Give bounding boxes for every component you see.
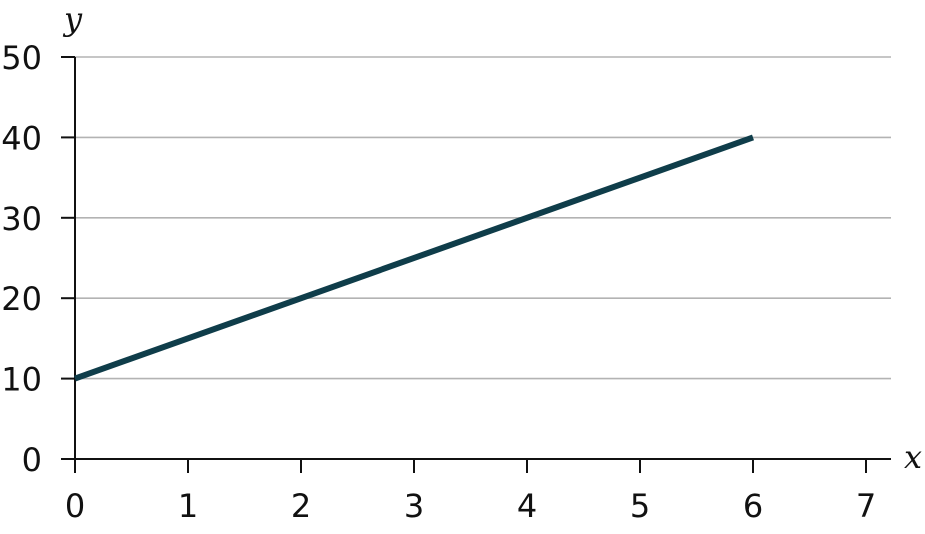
x-tick-label-4: 4	[517, 487, 537, 525]
x-ticks: 0 1 2 3 4 5 6 7	[65, 459, 876, 525]
x-tick-label-7: 7	[856, 487, 876, 525]
y-ticks: 0 10 20 30 40 50	[1, 39, 75, 479]
series	[73, 134, 755, 382]
y-tick-label-50: 50	[1, 39, 42, 77]
y-tick-label-10: 10	[1, 361, 42, 399]
y-tick-label-0: 0	[22, 441, 42, 479]
x-tick-label-3: 3	[404, 487, 424, 525]
y-tick-label-30: 30	[1, 200, 42, 238]
grid	[75, 56, 891, 380]
x-tick-label-6: 6	[743, 487, 763, 525]
x-tick-label-5: 5	[630, 487, 650, 525]
x-tick-label-2: 2	[291, 487, 311, 525]
axes	[74, 57, 891, 460]
y-axis-title: y	[62, 0, 83, 38]
y-tick-label-20: 20	[1, 280, 42, 318]
x-axis-title: x	[904, 438, 922, 476]
y-tick-label-40: 40	[1, 119, 42, 157]
series-line-0	[73, 134, 755, 382]
x-tick-label-0: 0	[65, 487, 85, 525]
x-tick-label-1: 1	[178, 487, 198, 525]
